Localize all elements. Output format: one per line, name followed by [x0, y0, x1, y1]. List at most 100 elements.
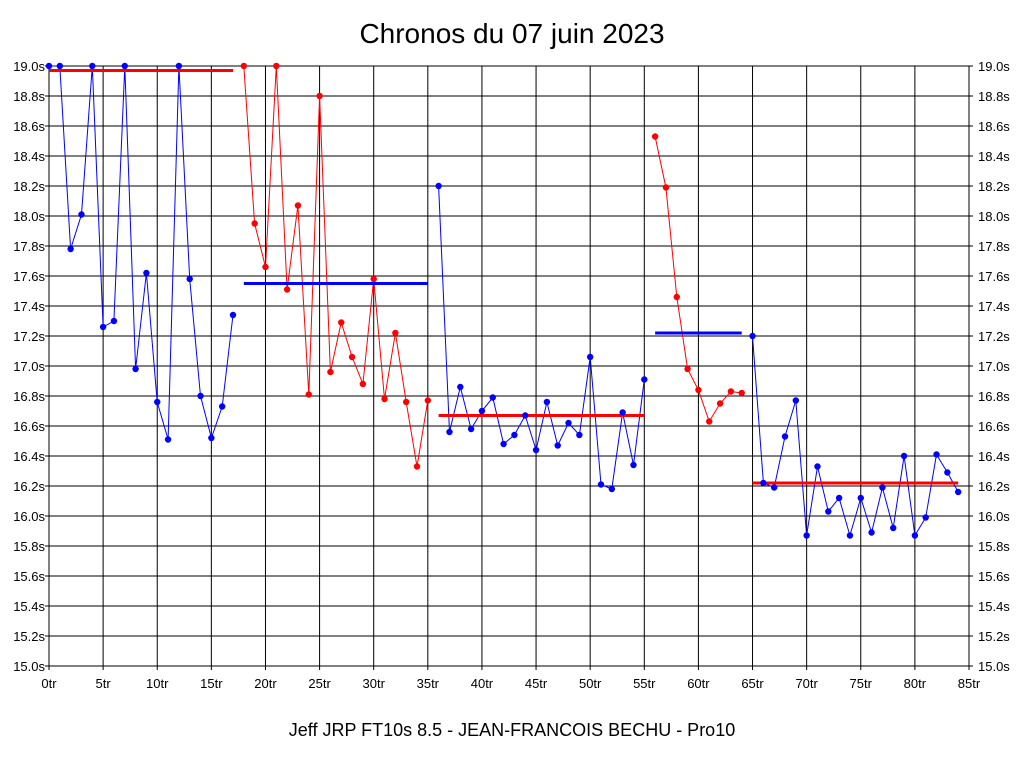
- y-tick-label-right: 18.2s: [978, 179, 1010, 194]
- y-tick-label-right: 16.4s: [978, 449, 1010, 464]
- data-point: [954, 488, 962, 496]
- data-point: [835, 494, 843, 502]
- series-line-5: [752, 335, 959, 538]
- y-tick-label-right: 18.8s: [978, 89, 1010, 104]
- mean-lines: [49, 69, 959, 485]
- data-point: [457, 383, 464, 391]
- data-point: [641, 376, 648, 383]
- data-point: [294, 202, 302, 209]
- data-point: [651, 133, 659, 140]
- series-layer: [49, 65, 959, 538]
- y-tick-label-left: 17.8s: [13, 239, 45, 254]
- y-tick-label-right: 17.6s: [978, 269, 1010, 284]
- data-point: [792, 397, 800, 404]
- x-tick-label: 15tr: [200, 676, 223, 691]
- y-tick-label-left: 15.6s: [13, 569, 45, 584]
- y-tick-label-left: 17.0s: [13, 359, 45, 374]
- data-point: [164, 436, 172, 443]
- data-point: [576, 431, 583, 439]
- series-line-3: [438, 185, 645, 490]
- data-point: [608, 485, 616, 493]
- data-point: [770, 484, 778, 491]
- y-tick-label-left: 18.2s: [13, 179, 45, 194]
- data-point: [175, 62, 183, 70]
- data-point: [803, 532, 810, 539]
- y-tick-label-right: 16.6s: [978, 419, 1010, 434]
- data-point: [900, 452, 908, 460]
- chart-footer: Jeff JRP FT10s 8.5 - JEAN-FRANCOIS BECHU…: [288, 720, 736, 740]
- data-point: [370, 275, 377, 283]
- data-point: [630, 461, 637, 469]
- data-point: [446, 428, 453, 436]
- y-tick-label-left: 15.4s: [13, 599, 45, 614]
- data-point: [467, 425, 475, 433]
- data-point: [511, 431, 518, 439]
- data-point: [522, 412, 529, 419]
- x-tick-label: 10tr: [146, 676, 169, 691]
- data-point: [706, 418, 713, 425]
- data-point: [554, 442, 561, 449]
- y-tick-label-right: 17.2s: [978, 329, 1010, 344]
- y-tick-label-right: 15.8s: [978, 539, 1010, 554]
- y-tick-label-left: 17.4s: [13, 299, 45, 314]
- data-point: [868, 529, 875, 536]
- data-point: [543, 398, 551, 406]
- x-tick-label: 5tr: [96, 676, 112, 691]
- data-point: [283, 286, 291, 293]
- data-point: [240, 62, 248, 70]
- y-tick-label-left: 16.2s: [13, 479, 45, 494]
- data-point: [749, 332, 756, 340]
- data-point: [814, 463, 821, 470]
- x-tick-label: 50tr: [579, 676, 602, 691]
- y-tick-label-right: 18.0s: [978, 209, 1010, 224]
- data-point: [348, 353, 356, 361]
- data-point: [597, 481, 605, 488]
- data-point: [45, 62, 53, 70]
- data-point: [825, 508, 832, 515]
- chart-title: Chronos du 07 juin 2023: [359, 18, 665, 49]
- y-tick-label-left: 17.6s: [13, 269, 45, 284]
- x-tick-label: 55tr: [633, 676, 656, 691]
- data-point: [327, 368, 334, 376]
- y-tick-label-left: 18.8s: [13, 89, 45, 104]
- data-point: [338, 319, 345, 326]
- y-axis-right: 15.0s 15.2s 15.4s 15.6s 15.8s 16.0s 16.2s 16.4s…: [969, 59, 1010, 674]
- data-point: [99, 323, 107, 331]
- y-tick-label-left: 16.8s: [13, 389, 45, 404]
- data-point: [392, 329, 399, 337]
- data-point: [262, 263, 269, 271]
- data-point: [695, 386, 702, 394]
- data-point: [208, 434, 215, 442]
- series-line-1: [49, 65, 234, 440]
- data-point: [586, 353, 594, 361]
- x-tick-label: 65tr: [741, 676, 764, 691]
- y-tick-label-right: 16.8s: [978, 389, 1010, 404]
- data-point: [359, 380, 367, 388]
- data-point: [402, 398, 410, 406]
- y-tick-label-left: 18.6s: [13, 119, 45, 134]
- data-point: [186, 275, 193, 283]
- x-tick-label: 20tr: [254, 676, 277, 691]
- data-points: [45, 62, 962, 539]
- y-tick-label-right: 15.6s: [978, 569, 1010, 584]
- data-point: [89, 62, 96, 70]
- y-tick-label-right: 18.6s: [978, 119, 1010, 134]
- data-point: [911, 532, 919, 539]
- data-point: [121, 62, 128, 70]
- data-point: [273, 62, 280, 70]
- x-tick-label: 25tr: [308, 676, 331, 691]
- y-axis-left: 15.0s 15.2s 15.4s 15.6s 15.8s 16.0s 16.2s 16.4s…: [13, 59, 49, 674]
- data-point: [381, 395, 388, 403]
- y-tick-label-left: 19.0s: [13, 59, 45, 74]
- data-point: [424, 397, 432, 404]
- data-point: [760, 479, 767, 487]
- x-tick-label: 70tr: [795, 676, 818, 691]
- y-tick-label-right: 17.8s: [978, 239, 1010, 254]
- data-point: [684, 365, 691, 373]
- y-tick-label-left: 18.4s: [13, 149, 45, 164]
- data-point: [316, 92, 323, 100]
- data-point: [489, 394, 496, 401]
- y-tick-label-right: 15.2s: [978, 629, 1010, 644]
- y-tick-label-right: 18.4s: [978, 149, 1010, 164]
